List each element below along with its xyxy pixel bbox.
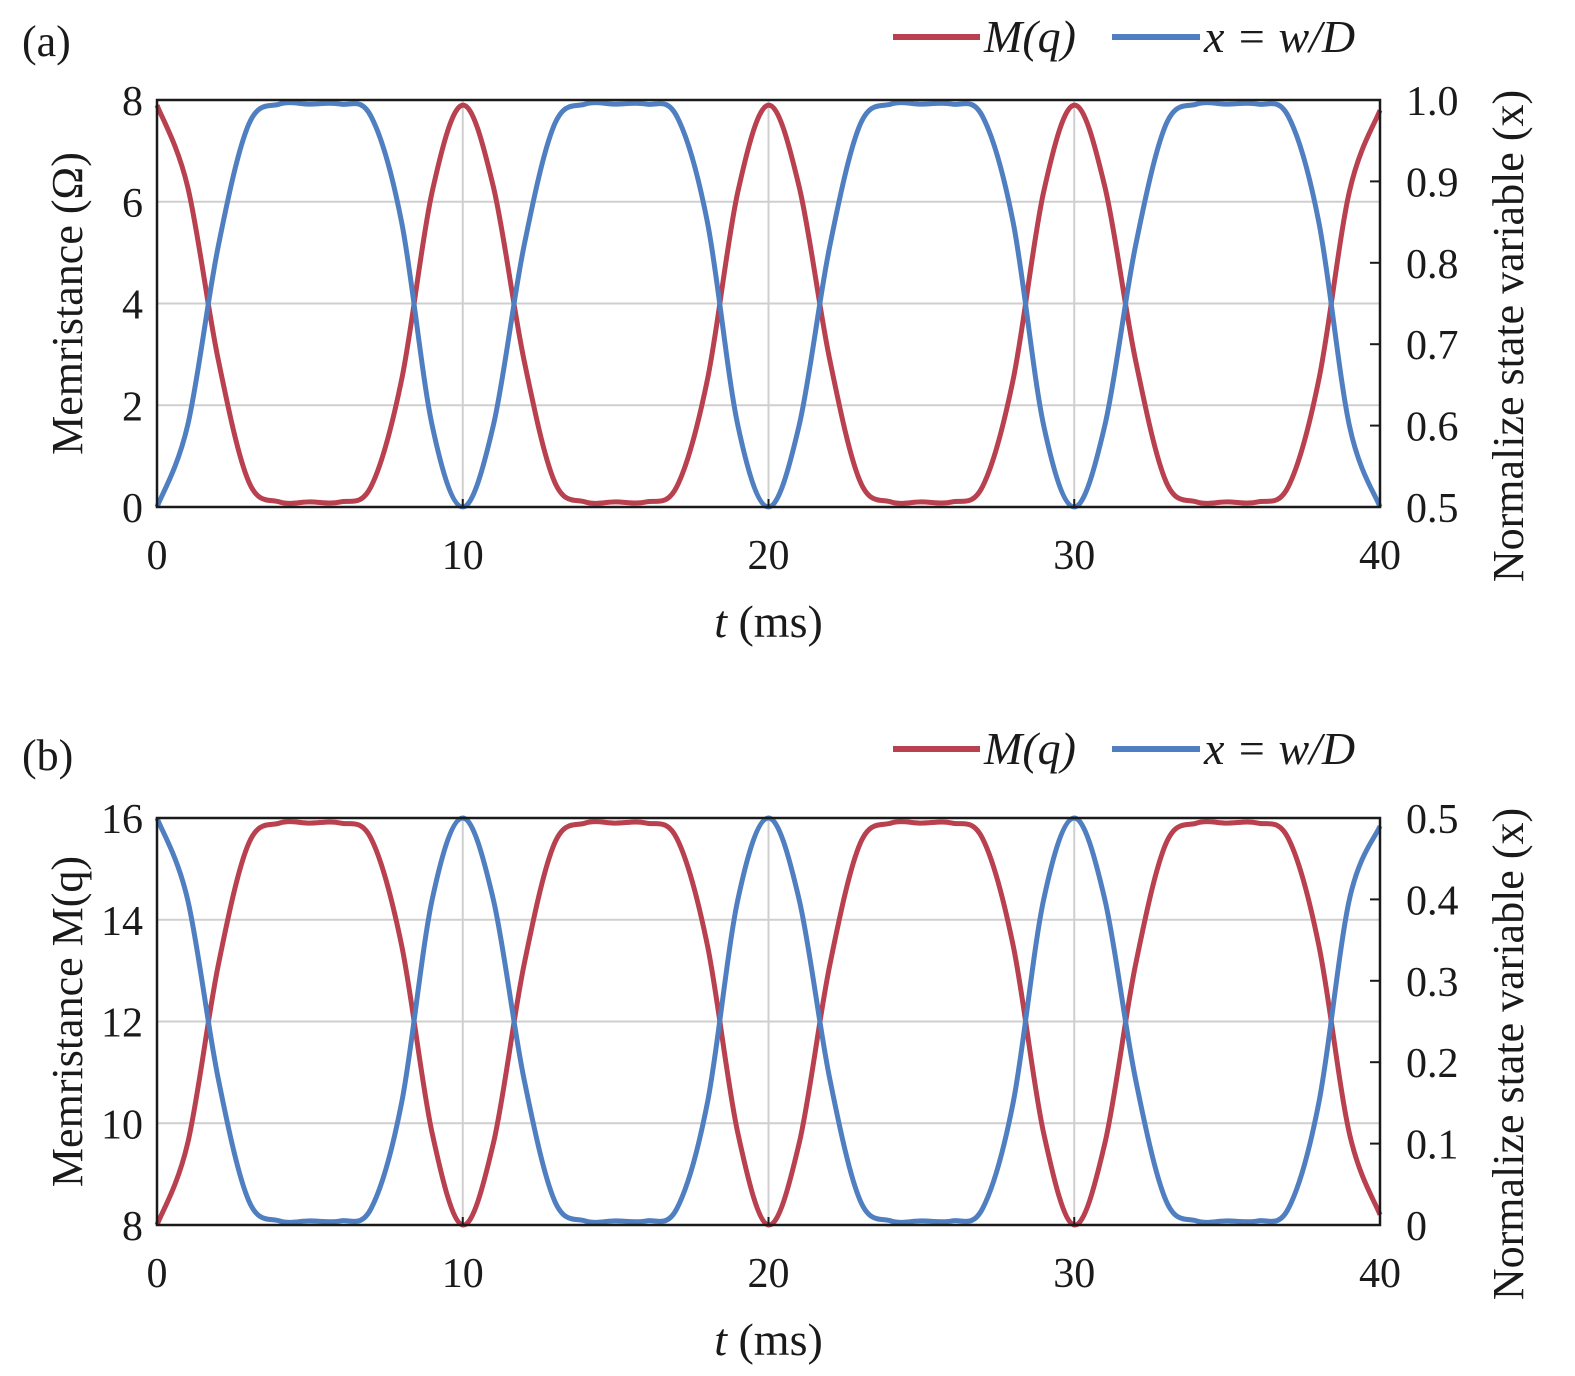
series-line-m [154,102,1383,506]
y-right-tick-label: 0.4 [1406,878,1459,924]
legend-label-x: x = w/D [1203,11,1355,62]
x-axis-label: t (ms) [714,596,823,647]
x-tick-label: 10 [442,1251,484,1297]
y-left-tick-label: 14 [101,899,143,945]
y-right-tick-label: 0.8 [1406,242,1459,288]
y-left-tick-label: 8 [122,1204,143,1250]
x-tick-label: 40 [1359,1251,1401,1297]
y-left-tick-label: 2 [122,384,143,430]
x-tick-label: 10 [442,533,484,579]
y-left-tick-label: 0 [122,486,143,532]
y-right-tick-label: 0.5 [1406,797,1459,843]
y-right-tick-label: 0.6 [1406,405,1459,451]
panel-label: (b) [22,731,73,780]
x-tick-label: 40 [1359,533,1401,579]
y-left-tick-label: 12 [101,1001,143,1047]
x-tick-label: 0 [147,1251,168,1297]
y-right-tick-label: 0.5 [1406,486,1459,532]
y-right-tick-label: 0.9 [1406,160,1459,206]
y-right-tick-label: 0.2 [1406,1041,1459,1087]
y-right-tick-label: 0.1 [1406,1123,1459,1169]
legend: M(q) x = w/D [893,11,1355,62]
y-right-tick-label: 0.3 [1406,960,1459,1006]
y-left-axis-label: Memristance M(q) [43,856,92,1187]
legend-label-m: M(q) [983,11,1076,62]
x-tick-label: 30 [1053,1251,1095,1297]
panel-b: (b) 0 10 20 30 40 t (ms) 8 10 12 14 16 0 0.1 0.2 0.3 0.4… [22,723,1533,1365]
panel-label: (a) [22,17,71,66]
legend-label-m: M(q) [983,723,1076,774]
y-right-tick-label: 1.0 [1406,79,1459,125]
y-left-tick-label: 16 [101,797,143,843]
x-axis-label: t (ms) [714,1314,823,1365]
x-tick-label: 30 [1053,533,1095,579]
y-right-axis-label: Normalize state variable (x) [1484,808,1533,1300]
legend: M(q) x = w/D [893,723,1355,774]
y-right-axis-label: Normalize state variable (x) [1484,90,1533,582]
legend-label-x: x = w/D [1203,723,1355,774]
x-tick-label: 20 [748,1251,790,1297]
y-left-tick-label: 8 [122,79,143,125]
y-left-tick-label: 10 [101,1102,143,1148]
y-right-tick-label: 0 [1406,1204,1427,1250]
x-tick-label: 20 [748,533,790,579]
y-left-tick-label: 6 [122,181,143,227]
y-right-tick-label: 0.7 [1406,323,1459,369]
panel-a: (a) 0 10 20 30 40 t (ms) 0 2 4 6 8 0.5 0.6 0.7 0.8 0.9 1.… [22,11,1533,647]
x-tick-label: 0 [147,533,168,579]
y-left-axis-label: Memristance (Ω) [43,152,92,455]
y-left-tick-label: 4 [122,283,143,329]
